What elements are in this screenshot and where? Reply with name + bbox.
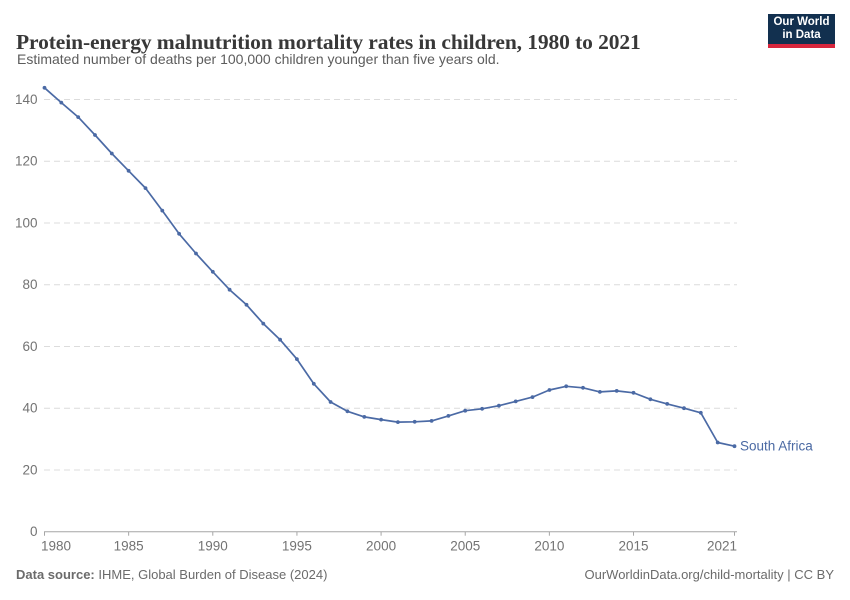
- data-point-2003: [429, 419, 434, 423]
- page-subtitle: Estimated number of deaths per 100,000 c…: [17, 51, 500, 67]
- data-point-2008: [513, 399, 518, 404]
- data-point-1995: [295, 357, 299, 361]
- data-point-2013: [598, 390, 602, 394]
- data-point-1998: [345, 409, 350, 414]
- x-axis-tick-label: 2000: [366, 539, 396, 554]
- data-point-2011: [564, 384, 569, 389]
- data-point-1991: [227, 287, 232, 292]
- x-axis-tick-label: 1995: [282, 539, 312, 554]
- y-axis-tick-label: 20: [22, 462, 37, 477]
- x-axis-tick-label: 1980: [41, 539, 71, 554]
- y-axis-tick-label: 0: [30, 524, 38, 539]
- data-point-2012: [581, 385, 585, 390]
- data-point-1987: [160, 208, 165, 213]
- y-axis-tick-label: 120: [15, 154, 38, 169]
- data-point-1992: [244, 302, 249, 307]
- series-label-south-africa: South Africa: [740, 439, 813, 454]
- data-point-1980: [42, 85, 47, 90]
- data-point-1984: [109, 151, 114, 156]
- owid-logo-line2: in Data: [782, 29, 821, 41]
- y-axis-tick-label: 80: [22, 277, 37, 292]
- x-axis-tick-label: 1990: [198, 539, 228, 554]
- owid-logo: Our World in Data: [768, 14, 835, 48]
- data-point-1989: [194, 251, 198, 256]
- data-point-1986: [143, 186, 148, 191]
- data-point-1999: [362, 415, 367, 419]
- data-point-1990: [210, 269, 215, 274]
- data-point-2021: [732, 444, 737, 449]
- data-source-value: IHME, Global Burden of Disease (2024): [94, 567, 328, 582]
- data-point-2014: [614, 389, 619, 393]
- x-axis-tick-label: 1985: [114, 539, 144, 554]
- data-point-2007: [497, 403, 501, 408]
- data-source-label: Data source:: [16, 567, 95, 582]
- owid-logo-line1: Our World: [773, 16, 830, 28]
- data-point-1997: [328, 400, 333, 404]
- data-point-2001: [396, 420, 400, 424]
- x-axis-tick-label: 2005: [450, 539, 480, 554]
- trend-line: [43, 87, 735, 448]
- x-axis-tick-label: 2021: [707, 539, 737, 554]
- data-point-1993: [261, 321, 266, 326]
- data-point-1994: [278, 337, 282, 342]
- x-axis-tick-label: 2015: [619, 539, 649, 554]
- data-point-2010: [547, 388, 552, 392]
- data-point-2000: [379, 417, 383, 422]
- attribution: OurWorldinData.org/child-mortality | CC …: [584, 567, 835, 582]
- data-point-2009: [530, 395, 535, 399]
- chart-footer: Data source: IHME, Global Burden of Dise…: [16, 567, 834, 582]
- data-point-1985: [126, 168, 131, 173]
- data-point-1996: [311, 381, 316, 386]
- x-axis-tick-label: 2010: [534, 539, 564, 554]
- data-point-1982: [76, 115, 81, 119]
- data-point-2006: [480, 406, 484, 411]
- data-point-2016: [648, 397, 653, 402]
- data-point-1983: [93, 133, 97, 137]
- data-point-2004: [446, 414, 451, 418]
- data-point-2019: [698, 410, 703, 415]
- y-axis-tick-label: 40: [22, 401, 37, 416]
- data-point-2017: [665, 402, 670, 406]
- page-title: Protein-energy malnutrition mortality ra…: [16, 30, 641, 55]
- data-point-1988: [177, 231, 182, 236]
- data-point-2020: [715, 440, 720, 445]
- data-point-1981: [59, 100, 64, 105]
- y-axis-tick-label: 100: [15, 215, 38, 230]
- data-point-2015: [631, 390, 636, 395]
- data-point-2005: [463, 408, 468, 413]
- data-point-2018: [682, 406, 686, 411]
- y-axis-tick-label: 60: [22, 339, 37, 354]
- y-axis-tick-label: 140: [15, 92, 38, 107]
- data-source: Data source: IHME, Global Burden of Dise…: [16, 567, 327, 582]
- data-point-2002: [412, 419, 417, 424]
